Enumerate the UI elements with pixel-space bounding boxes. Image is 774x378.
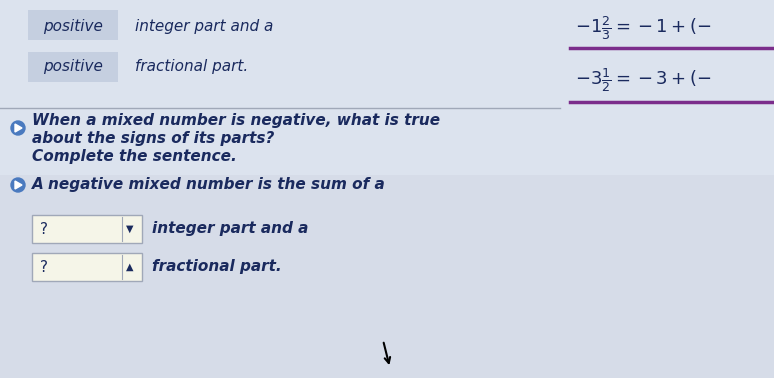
- FancyBboxPatch shape: [32, 215, 142, 243]
- Text: positive: positive: [43, 19, 103, 34]
- Text: Complete the sentence.: Complete the sentence.: [32, 150, 237, 164]
- Text: ?: ?: [40, 260, 48, 274]
- FancyBboxPatch shape: [28, 52, 118, 82]
- Text: about the signs of its parts?: about the signs of its parts?: [32, 130, 274, 146]
- FancyBboxPatch shape: [32, 253, 142, 281]
- Text: When a mixed number is negative, what is true: When a mixed number is negative, what is…: [32, 113, 440, 127]
- Text: A negative mixed number is the sum of a: A negative mixed number is the sum of a: [32, 178, 385, 192]
- Text: ▼: ▼: [126, 224, 134, 234]
- Polygon shape: [15, 181, 22, 189]
- Circle shape: [11, 178, 25, 192]
- Text: ▲: ▲: [126, 262, 134, 272]
- Text: $-1\frac{2}{3}=-1+\left(-\right.$: $-1\frac{2}{3}=-1+\left(-\right.$: [575, 14, 712, 42]
- Text: $-3\frac{1}{2}=-3+\left(-\right.$: $-3\frac{1}{2}=-3+\left(-\right.$: [575, 66, 712, 94]
- Text: integer part and a: integer part and a: [152, 222, 308, 237]
- Text: fractional part.: fractional part.: [152, 260, 282, 274]
- Text: positive: positive: [43, 59, 103, 74]
- FancyBboxPatch shape: [28, 10, 118, 40]
- Text: fractional part.: fractional part.: [135, 59, 248, 74]
- Circle shape: [11, 121, 25, 135]
- FancyBboxPatch shape: [0, 0, 774, 175]
- FancyBboxPatch shape: [0, 175, 774, 378]
- Text: integer part and a: integer part and a: [135, 19, 273, 34]
- Polygon shape: [15, 124, 22, 132]
- Text: ?: ?: [40, 222, 48, 237]
